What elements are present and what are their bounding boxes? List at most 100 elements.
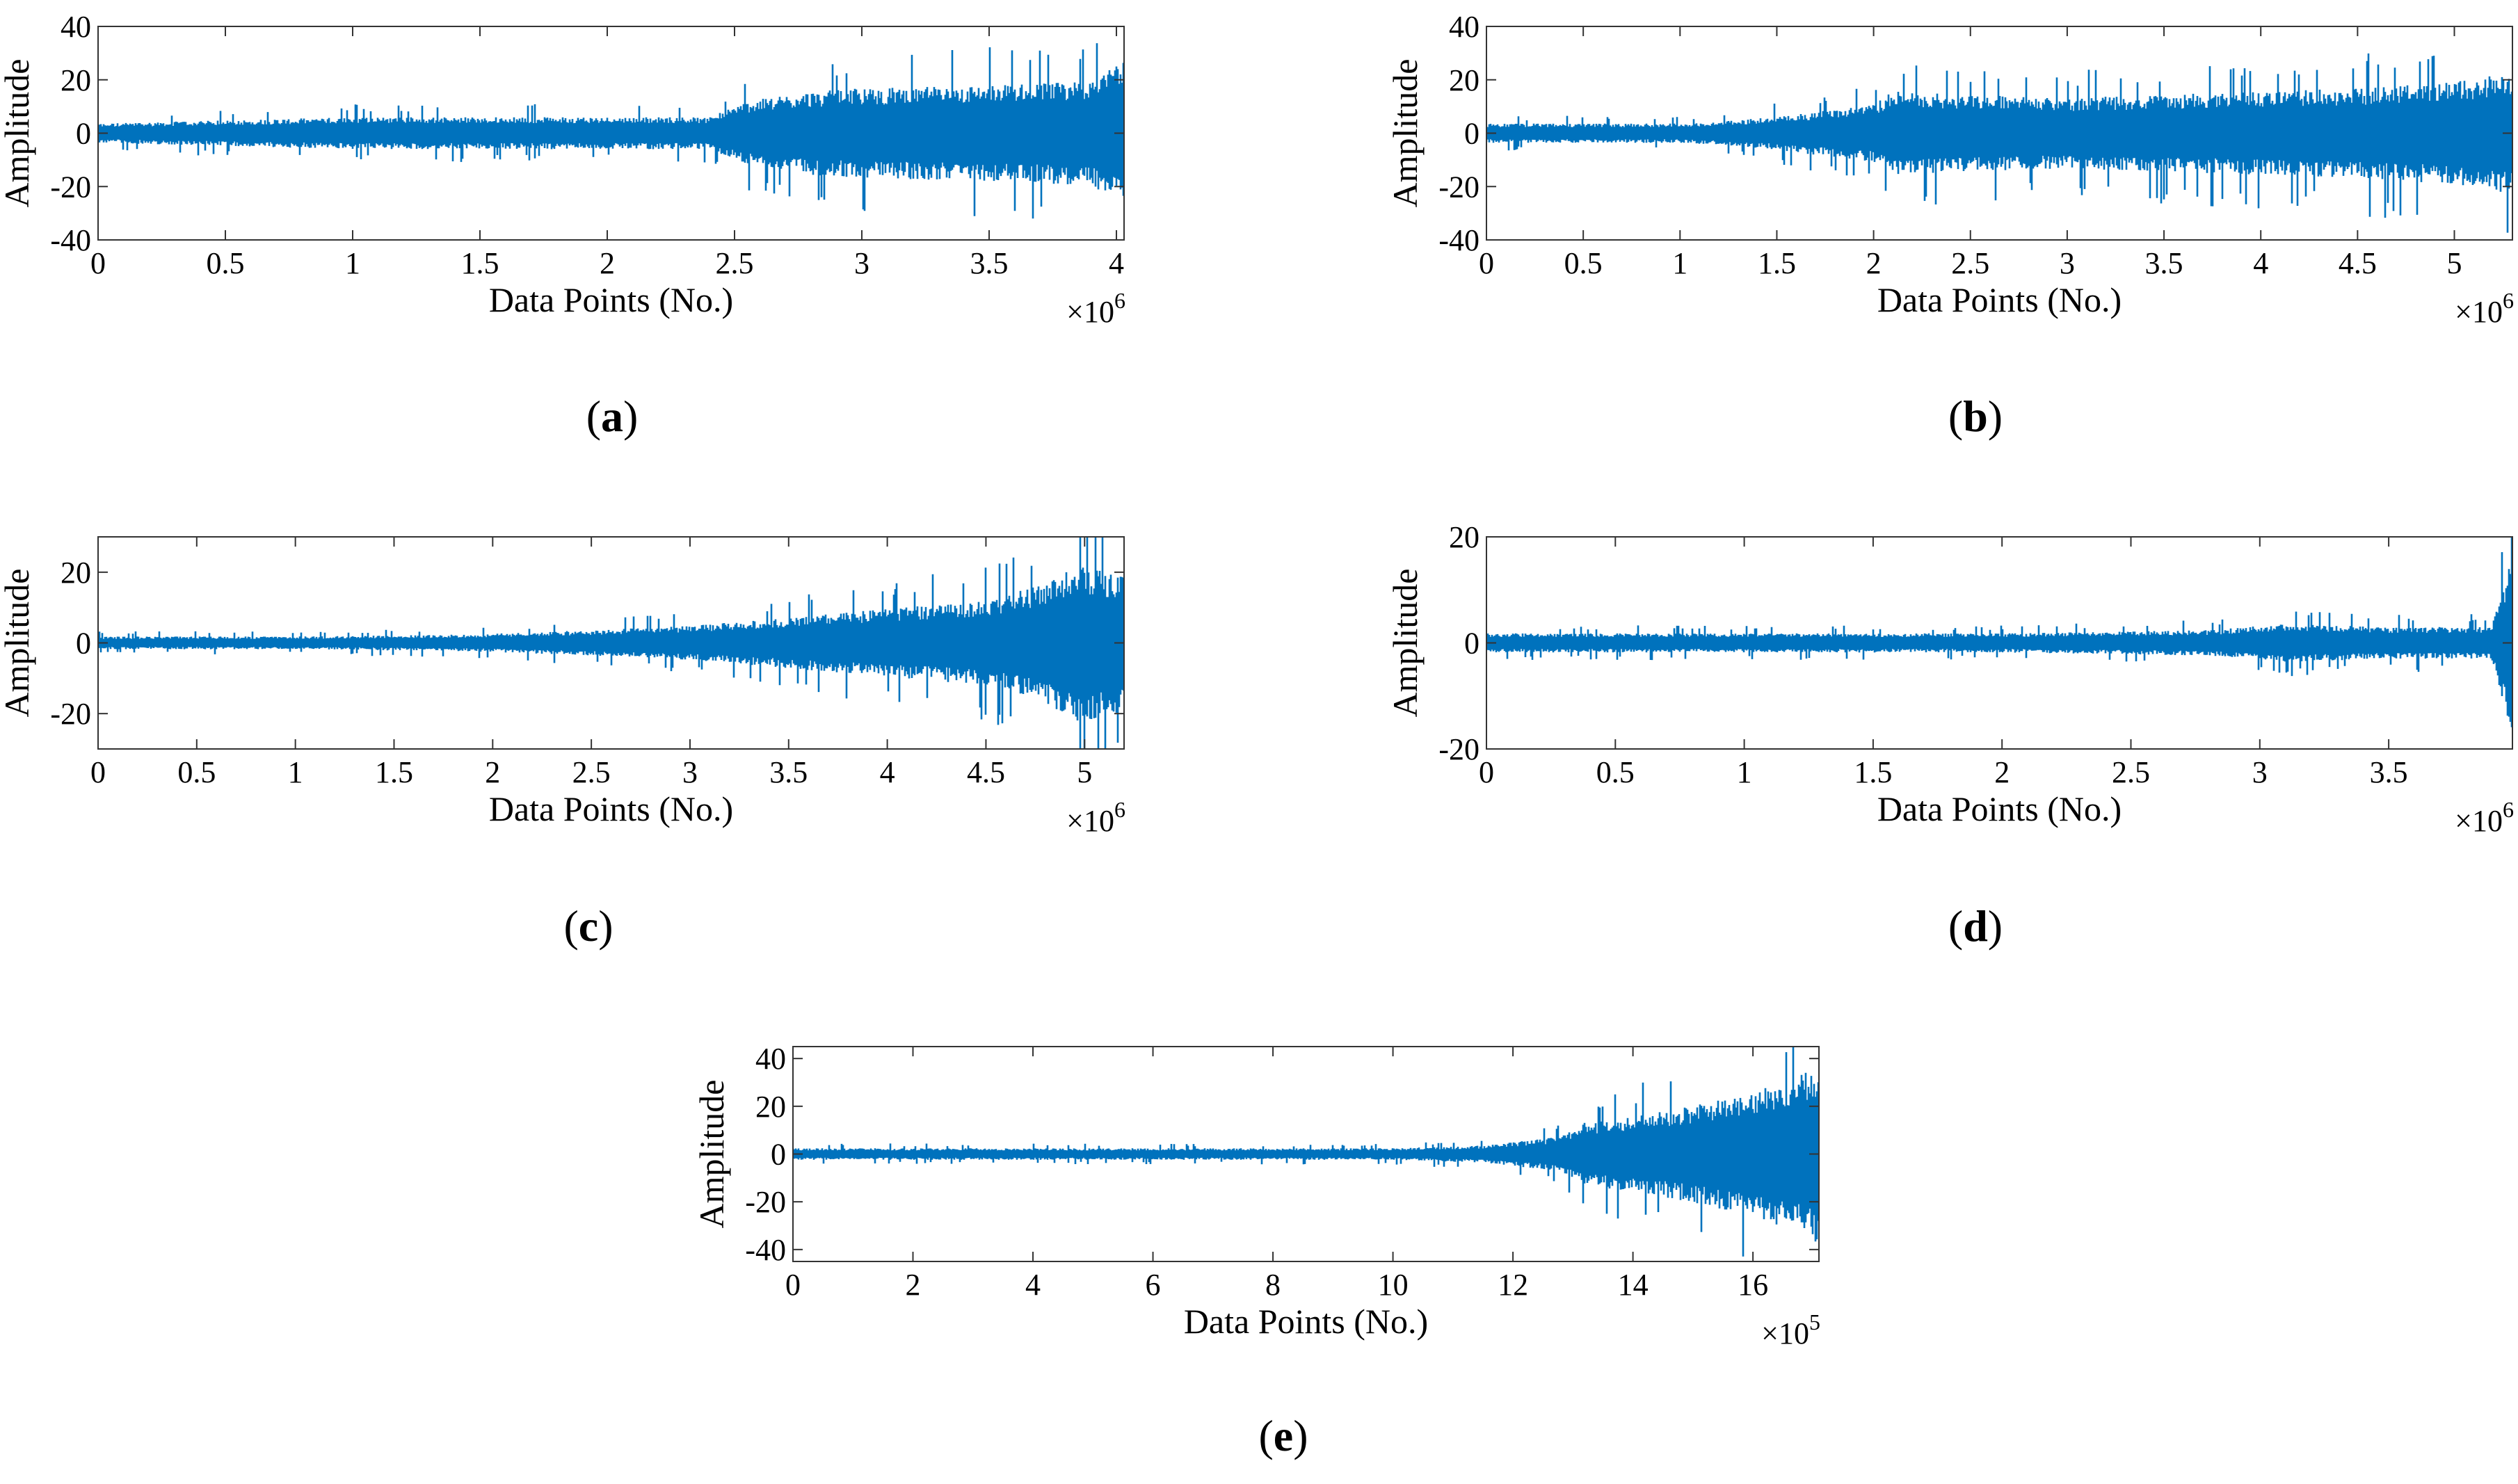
x-tick-label: 0 (90, 246, 106, 280)
signal-trace-d (1486, 537, 2512, 727)
x-tick-label: 8 (1265, 1268, 1281, 1302)
y-tick-label: 0 (771, 1138, 786, 1172)
x-tick-label: 3.5 (2145, 246, 2183, 280)
y-tick-label: 0 (1464, 627, 1479, 661)
x-tick-label: 1 (345, 246, 360, 280)
x-tick-label: 2.5 (572, 755, 611, 789)
y-tick-label: -40 (745, 1233, 786, 1267)
x-tick-label: 1.5 (1854, 755, 1892, 789)
x-tick-label: 3.5 (769, 755, 808, 789)
panel-label-c: (c) (563, 901, 613, 951)
x-tick-label: 3 (682, 755, 698, 789)
x-tick-label: 3 (2252, 755, 2268, 789)
chart-panel-a: 0 0.5 1 1.5 2 2.5 3 3.5 4 40 20 0 -20 -40 Data Points … (0, 10, 1125, 441)
y-tick-label: 0 (76, 117, 91, 151)
y-tick-label: -20 (1438, 732, 1479, 766)
x-tick-label: 1.5 (1758, 246, 1796, 280)
x-tick-label: 0.5 (177, 755, 216, 789)
x-tick-label: 4 (1025, 1268, 1041, 1302)
y-tick-label: 0 (76, 627, 91, 661)
x-tick-label: 2 (906, 1268, 921, 1302)
x-tick-label: 0.5 (207, 246, 245, 280)
signal-trace-c (98, 537, 1124, 749)
signal-trace-e (793, 1047, 1819, 1257)
x-axis-label: Data Points (No.) (1877, 789, 2122, 828)
y-tick-label: 20 (755, 1090, 786, 1124)
y-tick-label: -20 (745, 1185, 786, 1219)
x-tick-label: 0 (1479, 246, 1494, 280)
x-tick-label: 2 (1994, 755, 2010, 789)
x-exponent-label: ×106 (2455, 288, 2514, 329)
y-tick-label: 40 (61, 10, 91, 44)
y-axis-label: Amplitude (0, 59, 36, 208)
x-tick-label: 3 (2060, 246, 2075, 280)
y-tick-label: -20 (50, 170, 91, 204)
x-tick-label: 2 (485, 755, 500, 789)
x-tick-label: 4.5 (2339, 246, 2377, 280)
x-exponent-label: ×106 (1066, 288, 1125, 329)
panel-label-a: (a) (586, 392, 639, 441)
y-axis-label: Amplitude (1386, 569, 1425, 718)
y-tick-label: 40 (1449, 10, 1479, 44)
chart-panel-e: 0 2 4 6 8 10 12 14 16 40 20 0 -20 -40 Data Points (No.… (692, 1042, 1820, 1460)
x-tick-label: 1 (1737, 755, 1752, 789)
x-tick-label: 1.5 (375, 755, 413, 789)
signal-trace-b (1486, 53, 2512, 233)
y-tick-label: -20 (50, 697, 91, 731)
x-axis-label: Data Points (No.) (1184, 1302, 1428, 1341)
y-tick-label: -20 (1438, 170, 1479, 204)
x-tick-label: 0.5 (1596, 755, 1635, 789)
x-tick-label: 16 (1738, 1268, 1768, 1302)
x-tick-label: 1.5 (461, 246, 499, 280)
x-tick-label: 0 (90, 755, 106, 789)
x-tick-label: 3.5 (970, 246, 1009, 280)
y-tick-label: 20 (61, 63, 91, 97)
y-tick-label: 20 (1449, 63, 1479, 97)
x-tick-label: 5 (1077, 755, 1092, 789)
x-tick-label: 0 (1479, 755, 1494, 789)
panel-label-d: (d) (1948, 901, 2003, 951)
x-exponent-label: ×106 (2455, 797, 2514, 838)
y-tick-label: 40 (755, 1042, 786, 1076)
x-tick-label: 0.5 (1564, 246, 1603, 280)
x-tick-label: 6 (1146, 1268, 1161, 1302)
x-tick-label: 1 (288, 755, 303, 789)
x-axis-label: Data Points (No.) (1877, 280, 2122, 319)
chart-panel-b: 0 0.5 1 1.5 2 2.5 3 3.5 4 4.5 5 40 20 0 -20 -40 Data Poi… (1386, 10, 2514, 441)
x-tick-label: 4 (880, 755, 895, 789)
y-tick-label: 20 (61, 556, 91, 590)
x-tick-label: 3.5 (2370, 755, 2408, 789)
y-tick-label: 20 (1449, 520, 1479, 554)
x-tick-label: 2.5 (1951, 246, 1989, 280)
x-tick-label: 14 (1618, 1268, 1649, 1302)
x-exponent-label: ×106 (1066, 797, 1125, 838)
y-axis-label: Amplitude (692, 1080, 731, 1229)
y-tick-label: 0 (1464, 117, 1479, 151)
x-exponent-label: ×105 (1761, 1309, 1820, 1350)
x-tick-label: 4.5 (967, 755, 1005, 789)
x-tick-label: 2.5 (716, 246, 754, 280)
x-axis-label: Data Points (No.) (489, 280, 733, 319)
x-tick-label: 0 (785, 1268, 801, 1302)
y-axis-label: Amplitude (0, 569, 36, 718)
x-tick-label: 4 (2253, 246, 2268, 280)
y-tick-label: -40 (50, 223, 91, 257)
x-tick-label: 1 (1672, 246, 1687, 280)
x-tick-label: 10 (1378, 1268, 1409, 1302)
x-tick-label: 2 (1866, 246, 1882, 280)
panel-label-b: (b) (1948, 392, 2003, 441)
x-tick-label: 2 (600, 246, 615, 280)
signal-trace-a (98, 43, 1124, 219)
x-tick-label: 5 (2447, 246, 2462, 280)
x-tick-label: 12 (1498, 1268, 1528, 1302)
chart-panel-c: 0 0.5 1 1.5 2 2.5 3 3.5 4 4.5 5 20 0 -20 Data Points (… (0, 536, 1125, 951)
x-axis-label: Data Points (No.) (489, 789, 733, 828)
panel-label-e: (e) (1258, 1411, 1308, 1460)
x-tick-label: 2.5 (2112, 755, 2150, 789)
y-tick-label: -40 (1438, 223, 1479, 257)
x-tick-label: 3 (854, 246, 869, 280)
x-tick-label: 4 (1109, 246, 1124, 280)
y-axis-label: Amplitude (1386, 59, 1425, 208)
